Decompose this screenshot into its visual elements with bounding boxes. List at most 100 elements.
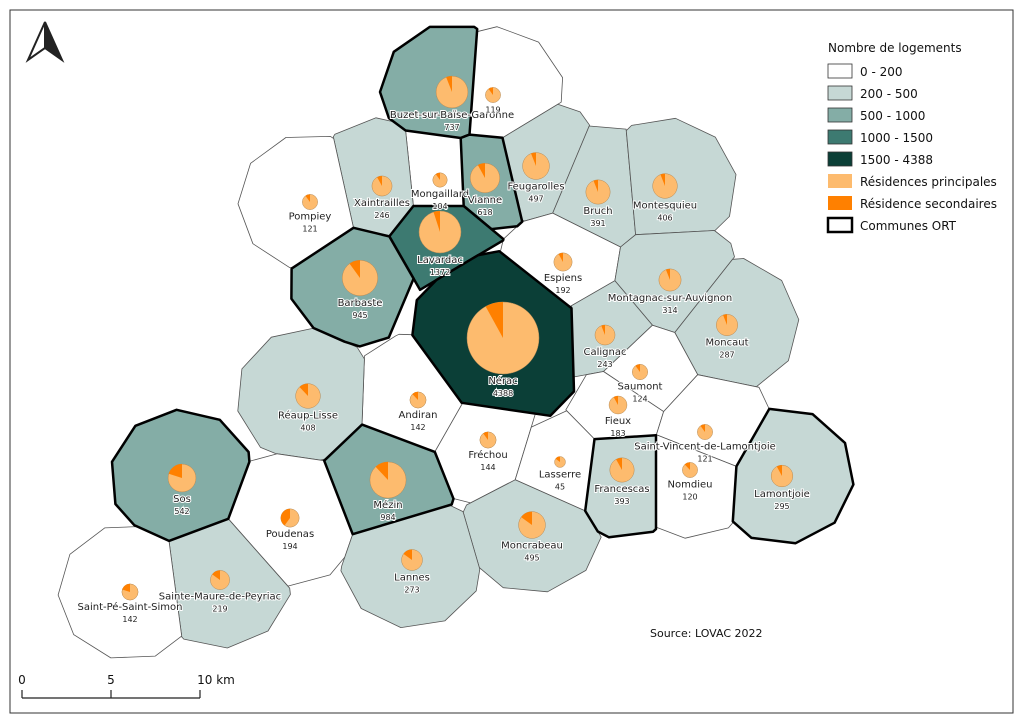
pie-secondary — [403, 549, 412, 560]
commune-area — [731, 407, 855, 545]
legend-swatch — [827, 151, 853, 167]
commune-name: Nérac — [488, 375, 517, 387]
commune-area — [583, 434, 658, 539]
commune-name: Saint-Vincent-de-Lamontjoie — [634, 442, 776, 453]
commune-value: 192 — [555, 286, 570, 295]
commune-name: Fréchou — [468, 449, 507, 461]
legend-label: Résidences principales — [860, 175, 997, 189]
legend-swatch — [826, 216, 854, 234]
commune-value: 4388 — [493, 389, 513, 398]
commune-name: Francescas — [594, 484, 649, 495]
commune-name: Mézin — [373, 499, 402, 511]
commune-name: Espiens — [544, 273, 582, 284]
pie-secondary — [377, 175, 382, 186]
pie-secondary — [635, 364, 640, 372]
pie-secondary — [280, 508, 290, 526]
legend-title: Nombre de logements — [828, 41, 962, 55]
pie-secondary — [446, 76, 452, 92]
commune-name: Bruch — [583, 206, 612, 217]
commune-value: 945 — [352, 311, 367, 320]
commune-name: Saumont — [618, 382, 663, 393]
north-arrow — [25, 21, 65, 63]
pie-secondary — [299, 383, 308, 396]
commune-name: Moncaut — [706, 338, 749, 349]
commune-name: Sos — [173, 494, 191, 505]
commune-value: 194 — [282, 542, 297, 551]
commune-name: Pompiey — [289, 212, 332, 223]
pie-secondary — [555, 456, 560, 462]
commune-name: Vianne — [468, 195, 502, 206]
commune-value: 406 — [657, 213, 672, 222]
pie-secondary — [593, 179, 598, 192]
commune-name: Réaup-Lisse — [278, 409, 338, 421]
commune-value: 1372 — [430, 268, 450, 277]
commune-name: Mongaillard — [411, 189, 469, 200]
scale-label: 0 — [18, 673, 26, 687]
commune-name: Nomdieu — [668, 480, 713, 491]
commune-value: 121 — [697, 455, 712, 464]
commune-name: Xaintrailles — [354, 198, 410, 209]
legend-swatch — [828, 196, 852, 210]
commune-value: 408 — [300, 423, 315, 432]
pie-secondary — [723, 314, 727, 325]
pie-secondary — [776, 465, 782, 476]
pie-secondary — [485, 302, 503, 338]
legend-label: 0 - 200 — [860, 65, 903, 79]
source: Source: LOVAC 2022 — [650, 627, 763, 640]
commune-name: Montesquieu — [633, 200, 697, 211]
commune-name: Lasserre — [539, 469, 581, 480]
legend-label: 1000 - 1500 — [860, 131, 933, 145]
pie-secondary — [412, 391, 418, 400]
commune-value: 246 — [374, 211, 389, 220]
legend-swatch — [828, 174, 852, 188]
pies — [121, 75, 794, 601]
pie-secondary — [349, 260, 360, 278]
scale-bar: 0 5 10 km — [18, 673, 235, 699]
commune-value: 737 — [444, 123, 459, 132]
commune-name: Lannes — [394, 572, 430, 583]
legend-label: Résidence secondaires — [860, 197, 997, 211]
commune-area — [625, 117, 737, 236]
legend-swatch — [827, 129, 853, 145]
commune-name: Buzet-sur-Baïse-Garonne — [390, 110, 514, 121]
commune-value: 618 — [477, 208, 492, 217]
pie-secondary — [558, 252, 563, 262]
pie-secondary — [305, 194, 310, 202]
commune-value: 287 — [719, 351, 734, 360]
scale-label: 5 — [107, 673, 115, 687]
scale-label: 10 km — [197, 673, 235, 687]
commune-value: 542 — [174, 507, 189, 516]
pie-secondary — [488, 87, 493, 95]
commune-name: Andiran — [399, 410, 438, 421]
commune-name: Montagnac-sur-Auvignon — [608, 293, 732, 304]
commune-value: 497 — [528, 194, 543, 203]
commune-name: Sainte-Maure-de-Peyriac — [159, 592, 281, 603]
commune-value: 183 — [610, 429, 625, 438]
pie-secondary — [483, 431, 488, 440]
pie-secondary — [521, 511, 532, 525]
pie-secondary — [660, 173, 665, 186]
legend: Nombre de logements 0 - 200 200 - 500 500 -… — [826, 41, 997, 234]
legend-label: 1500 - 4388 — [860, 153, 933, 167]
legend-label: 500 - 1000 — [860, 109, 925, 123]
commune-name: Lamontjoie — [754, 489, 810, 500]
commune-value: 104 — [432, 202, 447, 211]
commune-value: 119 — [485, 106, 500, 115]
legend-swatch — [827, 85, 853, 101]
commune-name: Fieux — [605, 416, 631, 427]
commune-name: Lavardac — [417, 255, 463, 266]
commune-value: 142 — [122, 615, 137, 624]
commune-name: Feugarolles — [507, 181, 564, 192]
pie-secondary — [665, 268, 670, 280]
pie-secondary — [122, 583, 130, 592]
legend-swatch — [827, 107, 853, 123]
pie-secondary — [684, 462, 690, 470]
commune-value: 295 — [774, 502, 789, 511]
commune-name: Calignac — [584, 347, 627, 358]
commune-value: 273 — [404, 585, 419, 594]
commune-name: Moncrabeau — [501, 540, 563, 551]
commune-value: 219 — [212, 605, 227, 614]
commune-value: 142 — [410, 423, 425, 432]
commune-name: Barbaste — [338, 298, 383, 309]
